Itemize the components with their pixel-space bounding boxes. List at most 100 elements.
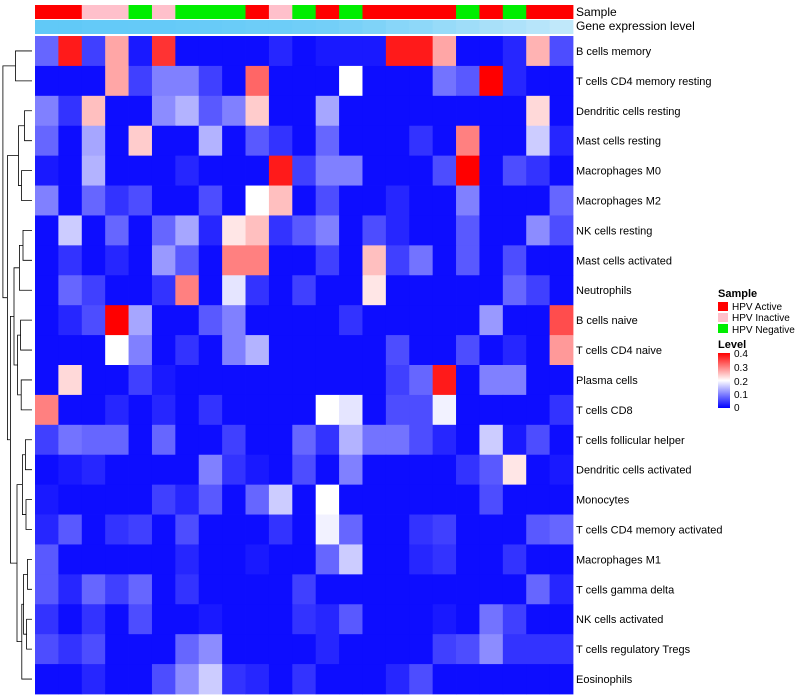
row-dendrogram [2,50,32,680]
heatmap-cell [81,95,106,127]
heatmap-cell [409,305,434,336]
heatmap-cell [432,544,457,575]
heatmap-cell [222,365,246,396]
heatmap-cell [175,454,200,486]
heatmap-cell [502,454,527,486]
heatmap-cell [526,125,551,157]
row-label: Mast cells resting [576,136,661,148]
heatmap-cell [432,36,457,67]
heatmap-cell [175,514,200,545]
heatmap-cell [479,155,504,186]
heatmap-cell [175,155,200,186]
heatmap-cell [222,36,246,67]
heatmap-cell [385,664,410,695]
heatmap-cell [409,454,434,486]
heatmap-cell [245,185,270,216]
heatmap-cell [292,394,317,426]
heatmap-cell [526,305,551,336]
heatmap-cell [105,185,129,216]
heatmap-cell [432,634,457,665]
heatmap-cell [339,36,363,67]
heatmap-cell [198,484,223,515]
heatmap-cell [81,604,106,635]
heatmap-cell [35,95,59,127]
heatmap-cell [432,484,457,515]
heatmap-cell [432,424,457,456]
heatmap-cell [35,664,59,695]
heatmap-cell [222,454,246,486]
dendrogram-branch [26,618,32,650]
heatmap-cell [409,335,434,366]
heatmap-cell [456,394,480,426]
expression-annotation-cell [456,20,480,34]
heatmap-cell [58,424,83,456]
heatmap-cell [58,664,83,695]
heatmap-cell [362,305,387,336]
heatmap-cell [385,95,410,127]
heatmap-cell [268,634,293,665]
legend-title-level: Level [718,339,746,351]
heatmap-cell [198,36,223,67]
heatmap-cell [549,185,574,216]
heatmap-cell [339,245,363,276]
heatmap-cell [385,215,410,246]
heatmap-cell [175,125,200,157]
heatmap-cell [315,36,340,67]
heatmap-cell [268,574,293,605]
heatmap-cell [432,65,457,97]
heatmap-cell [315,454,340,486]
heatmap-cell [268,454,293,486]
heatmap-cell [58,275,83,306]
heatmap-cell [549,365,574,396]
heatmap-cell [339,125,363,157]
heatmap-cell [456,484,480,515]
heatmap-cell [315,335,340,366]
heatmap-cell [58,604,83,635]
sample-annotation-cell [385,5,410,19]
heatmap-cell [151,664,176,695]
heatmap-cell [128,484,153,515]
heatmap-cell [549,155,574,186]
heatmap-cell [58,574,83,605]
heatmap-cell [479,484,504,515]
heatmap-cell [151,484,176,515]
heatmap-cell [339,544,363,575]
heatmap-cell [105,215,129,246]
heatmap-cell [105,514,129,545]
heatmap-cell [268,125,293,157]
heatmap-cell [222,125,246,157]
heatmap-cell [315,664,340,695]
heatmap-cell [105,245,129,276]
heatmap-cell [175,65,200,97]
heatmap-cell [128,424,153,456]
heatmap-cell [339,365,363,396]
heatmap-cell [339,305,363,336]
heatmap-cell [292,305,317,336]
heatmap-cell [105,365,129,396]
heatmap-cell [456,574,480,605]
heatmap-cell [35,155,59,186]
heatmap-cell [175,275,200,306]
heatmap-cell [315,215,340,246]
heatmap-cell [222,215,246,246]
heatmap-cell [268,305,293,336]
heatmap-cell [81,335,106,366]
heatmap-cell [315,185,340,216]
heatmap-cell [409,574,434,605]
heatmap-cell [526,275,551,306]
heatmap-cell [362,155,387,186]
heatmap-cell [292,125,317,157]
row-label: T cells CD8 [576,405,633,417]
heatmap-cell [432,245,457,276]
heatmap-cell [362,365,387,396]
heatmap-cell [502,634,527,665]
heatmap-cell [245,125,270,157]
heatmap-cell [175,365,200,396]
row-label: Dendritic cells resting [576,106,681,118]
legend-swatch-negative [718,324,728,333]
heatmap-cell [502,365,527,396]
heatmap-cell [35,185,59,216]
heatmap-cell [245,634,270,665]
heatmap-cell [58,454,83,486]
heatmap-cell [362,394,387,426]
